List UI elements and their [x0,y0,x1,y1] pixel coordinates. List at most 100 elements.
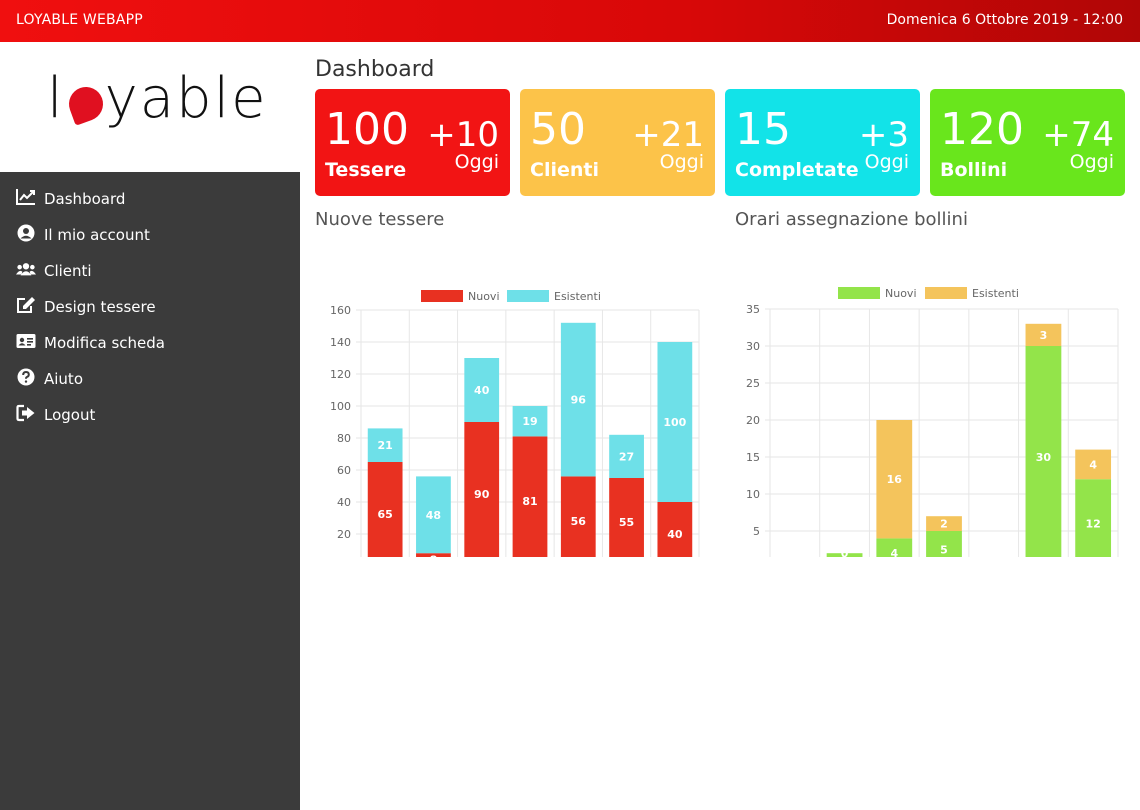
logo-wordmark: l yable [47,64,268,134]
y-tick-label: 15 [746,451,760,464]
bar-value-label: 30 [1036,451,1052,464]
stat-value: 120 [940,104,1024,155]
bar-segment [657,502,693,557]
chart-line-icon [16,189,35,205]
stat-delta-label: Oggi [864,151,909,173]
stat-label: Completate [735,159,859,181]
bar-value-label: 96 [571,394,587,407]
bar-segment [464,358,500,422]
legend-label: Nuovi [885,287,917,300]
stat-value: 50 [530,104,586,155]
stat-value: 15 [735,104,791,155]
user-circle-icon [17,224,35,242]
sidebar-item-label: Design tessere [44,298,156,316]
y-tick-label: 20 [337,528,351,541]
stat-label: Tessere [325,159,407,181]
sidebar-item-clienti[interactable]: Clienti [0,252,300,288]
bar-segment [1025,323,1062,346]
sidebar-item-label: Modifica scheda [44,334,165,352]
bar-value-label: 27 [619,450,634,463]
top-bar: LOYABLE WEBAPP Domenica 6 Ottobre 2019 -… [0,0,1140,42]
bar-segment [1075,479,1112,557]
legend-label: Esistenti [972,287,1019,300]
sidebar-item-logout[interactable]: Logout [0,396,300,432]
logo[interactable]: l yable [0,42,300,172]
sidebar-item-label: Dashboard [44,190,126,208]
stat-card-tessere[interactable]: 100 Tessere +10 Oggi [315,89,510,196]
bar-value-label: 5 [940,544,948,557]
sidebar-item-design-tessere[interactable]: Design tessere [0,288,300,324]
stat-label: Bollini [940,159,1008,181]
bar-segment [560,476,596,557]
sidebar-item-label: Logout [44,406,96,424]
sidebar-item-label: Il mio account [44,226,150,244]
app-title: LOYABLE WEBAPP [16,12,143,28]
chart-nuove-tessere: NuoviEsistenti0204060801001201401606521G… [330,290,700,557]
stat-card-clienti[interactable]: 50 Clienti +21 Oggi [520,89,715,196]
y-tick-label: 25 [746,377,760,390]
bar-value-label: 40 [667,528,683,541]
y-tick-label: 80 [337,432,351,445]
main-content: Dashboard 100 Tessere +10 Oggi 50 Client… [300,42,1140,810]
logo-text-end: yable [104,66,268,131]
bar-segment [876,538,913,557]
bar-segment [464,422,500,557]
stat-delta-label: Oggi [454,151,499,173]
bar-value-label: 2 [940,518,948,531]
legend-swatch [507,290,549,302]
bar-segment [657,342,693,502]
stat-delta-label: Oggi [1069,151,1114,173]
bar-value-label: 55 [619,516,634,529]
bar-value-label: 12 [1085,518,1100,531]
bar-value-label: 56 [571,515,587,528]
bar-segment [1025,346,1062,557]
sidebar: l yable Dashboard Il mio account Clienti … [0,42,300,810]
stat-value: 100 [325,104,409,155]
bar-value-label: 81 [522,495,537,508]
bar-segment [826,553,863,557]
sidebar-item-account[interactable]: Il mio account [0,216,300,252]
bar-segment [609,434,644,478]
bar-segment [926,531,962,557]
sidebar-menu: Dashboard Il mio account Clienti Design … [0,180,300,432]
stat-card-bollini[interactable]: 120 Bollini +74 Oggi [930,89,1125,196]
bar-value-label: 16 [887,473,903,486]
bar-value-label: 4 [1089,458,1097,471]
bar-value-label: 0 [841,547,849,557]
bar-value-label: 48 [426,509,441,522]
y-tick-label: 160 [330,304,351,317]
chart-orari-bollini: NuoviEsistenti05101520253035008201041612… [746,287,1119,557]
sidebar-item-aiuto[interactable]: Aiuto [0,360,300,396]
bar-value-label: 65 [377,508,392,521]
y-tick-label: 120 [330,368,351,381]
sidebar-item-label: Aiuto [44,370,83,388]
bar-segment [512,406,548,437]
bar-segment [876,420,913,539]
logo-red-drop [63,82,108,126]
y-tick-label: 40 [337,496,351,509]
bar-segment [416,476,451,554]
chart-title-orari-bollini: Orari assegnazione bollini [735,209,968,230]
y-tick-label: 100 [330,400,351,413]
users-icon [16,263,36,276]
stat-delta: +3 [858,115,909,155]
stat-delta: +21 [632,115,704,155]
stat-label: Clienti [530,159,599,181]
y-tick-label: 30 [746,340,760,353]
y-tick-label: 140 [330,336,351,349]
stat-card-completate[interactable]: 15 Completate +3 Oggi [725,89,920,196]
y-tick-label: 10 [746,488,760,501]
bar-segment [416,553,451,557]
bar-segment [512,436,548,557]
bar-segment [367,462,403,557]
legend-label: Esistenti [554,290,601,303]
sidebar-item-dashboard[interactable]: Dashboard [0,180,300,216]
bar-value-label: 100 [663,416,686,429]
sidebar-item-label: Clienti [44,262,92,280]
chart-title-nuove-tessere: Nuove tessere [315,209,445,230]
bar-segment [560,322,596,477]
bar-value-label: 2 [841,555,849,557]
sign-out-icon [16,404,35,422]
bar-segment [926,516,962,531]
sidebar-item-modifica-scheda[interactable]: Modifica scheda [0,324,300,360]
